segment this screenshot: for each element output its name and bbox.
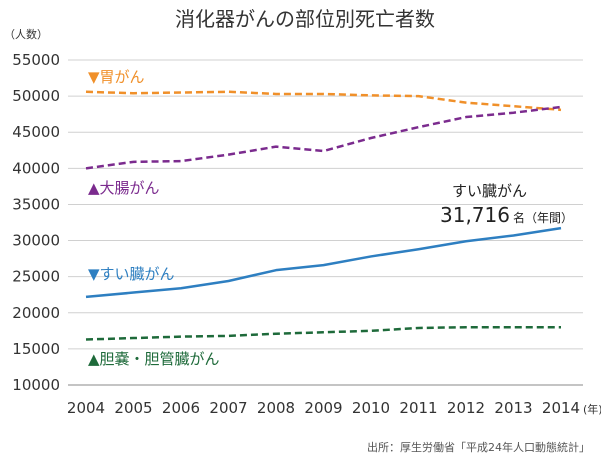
- x-tick-label: 2011: [399, 399, 437, 417]
- y-tick-label: 55000: [12, 51, 60, 69]
- series-marker: ▲: [88, 179, 100, 197]
- annotation-value: 31,716: [440, 203, 510, 227]
- series-marker: ▼: [88, 265, 100, 283]
- series-label: ▲胆嚢・胆管臓がん: [88, 350, 220, 368]
- annotation-value-line: 31,716 名（年間）: [440, 203, 573, 227]
- x-tick-label: 2010: [352, 399, 390, 417]
- x-tick-label: 2007: [209, 399, 247, 417]
- x-tick-label: 2006: [162, 399, 200, 417]
- y-tick-label: 15000: [12, 340, 60, 358]
- series-line: [85, 105, 562, 170]
- y-tick-label: 45000: [12, 123, 60, 141]
- series-label: ▼胃がん: [88, 68, 145, 86]
- series-name: すい臓がん: [100, 265, 175, 283]
- series-name: 胆嚢・胆管臓がん: [100, 350, 220, 368]
- x-tick-label: 2005: [114, 399, 152, 417]
- grid: [68, 59, 583, 386]
- x-tick-label: 2008: [257, 399, 295, 417]
- series-marker: ▼: [88, 68, 100, 86]
- series-marker: ▲: [88, 350, 100, 368]
- y-tick-label: 30000: [12, 232, 60, 250]
- annotation-unit: 名（年間）: [513, 210, 573, 225]
- x-tick-label: 2012: [447, 399, 485, 417]
- series-name: 大腸がん: [100, 179, 160, 197]
- x-tick-label: 2013: [494, 399, 532, 417]
- series-line: [85, 90, 562, 112]
- x-tick-labels: 2004 2005 2006 2007 2008 2009 2010 2011 2012 2013…: [67, 399, 580, 417]
- annotation: すい臓がん 31,716 名（年間）: [440, 182, 573, 227]
- y-tick-label: 40000: [12, 159, 60, 177]
- y-tick-labels: 10000 15000 20000 25000 30000 35000 40000 45000…: [12, 51, 60, 394]
- y-tick-label: 10000: [12, 376, 60, 394]
- x-tick-label: 2004: [67, 399, 105, 417]
- series-label: ▼すい臓がん: [88, 265, 175, 283]
- series-lines: [85, 90, 562, 341]
- series-name: 胃がん: [100, 68, 145, 86]
- x-tick-label: 2009: [304, 399, 342, 417]
- y-tick-label: 35000: [12, 195, 60, 213]
- chart-title: 消化器がんの部位別死亡者数: [175, 7, 435, 31]
- y-axis-unit: （人数）: [4, 28, 48, 41]
- source-note: 出所：厚生労働省「平成24年人口動態統計」: [367, 440, 590, 454]
- annotation-line1: すい臓がん: [452, 182, 527, 200]
- series-label: ▲大腸がん: [88, 179, 160, 197]
- x-axis-unit: (年): [583, 402, 601, 416]
- x-tick-label: 2014: [542, 399, 580, 417]
- y-tick-label: 20000: [12, 304, 60, 322]
- y-tick-label: 25000: [12, 268, 60, 286]
- series-line: [85, 325, 561, 341]
- series-labels: ▼胃がん▲大腸がん▼すい臓がん▲胆嚢・胆管臓がん: [88, 68, 220, 368]
- y-tick-label: 50000: [12, 87, 60, 105]
- series-line: [85, 226, 562, 299]
